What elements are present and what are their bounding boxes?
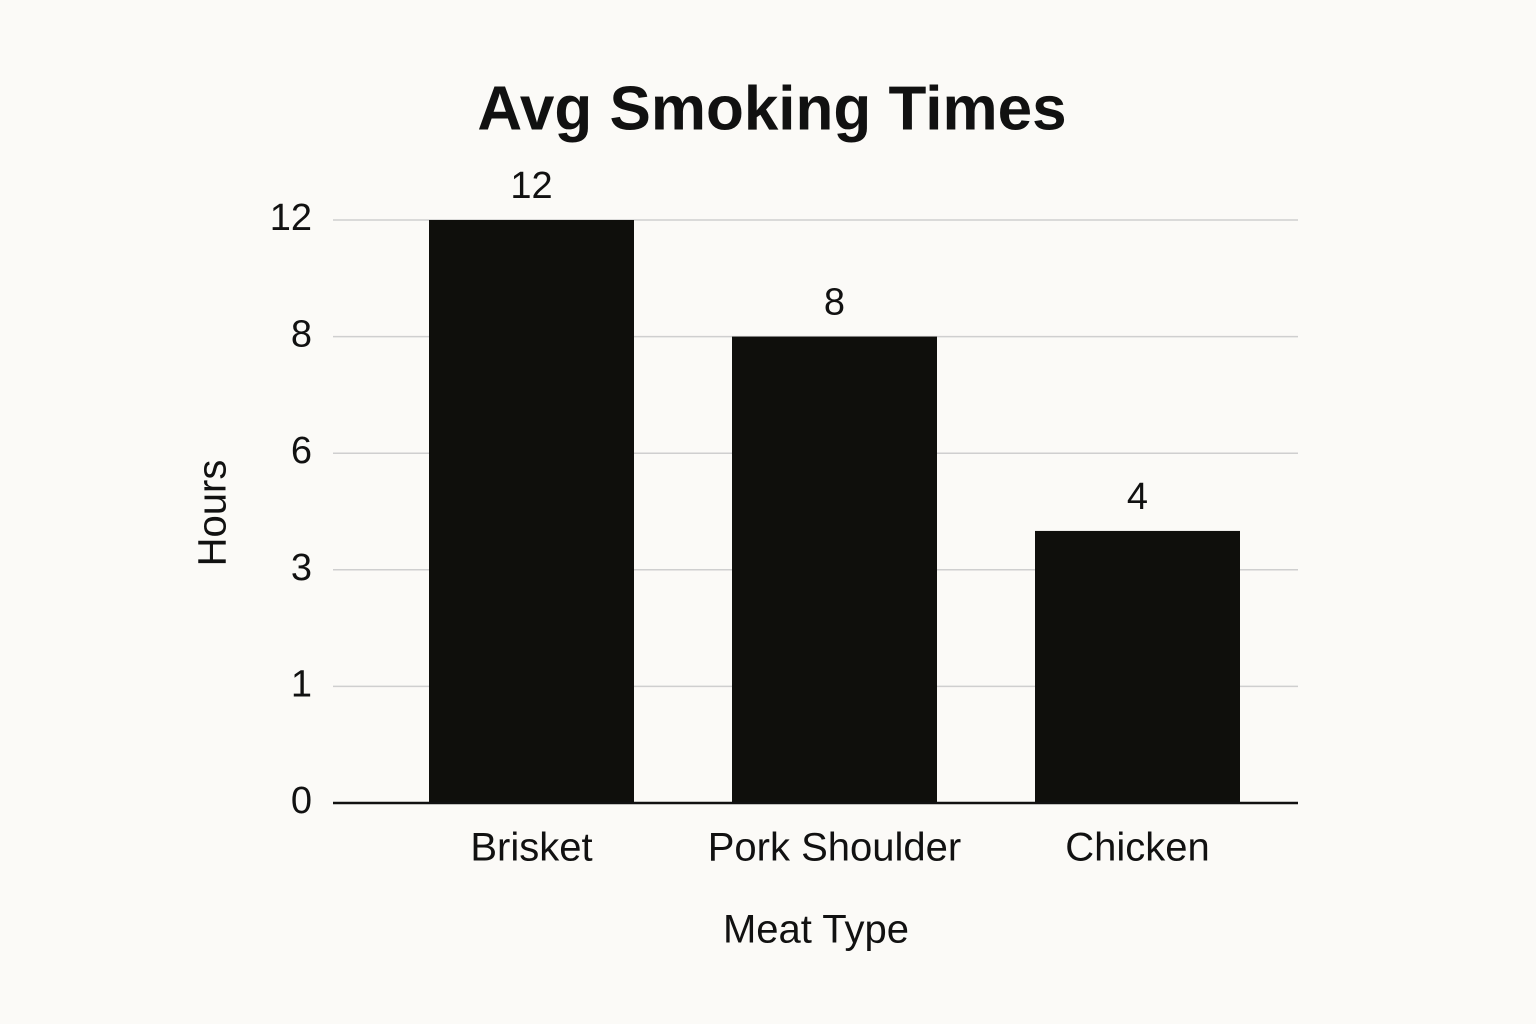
y-tick-label: 3 — [291, 547, 312, 589]
value-label: 4 — [1127, 476, 1148, 518]
x-tick-label: Pork Shoulder — [708, 826, 961, 870]
y-axis-label: Hours — [191, 460, 235, 567]
x-tick-label: Chicken — [1065, 826, 1210, 870]
bar — [429, 220, 634, 803]
bar — [1035, 530, 1240, 803]
y-tick-label: 0 — [291, 780, 312, 822]
chart-title: Avg Smoking Times — [477, 74, 1066, 143]
bar — [732, 336, 937, 803]
value-label: 12 — [510, 165, 552, 207]
y-tick-label: 8 — [291, 314, 312, 356]
y-tick-label: 6 — [291, 430, 312, 472]
x-axis-label: Meat Type — [723, 908, 909, 952]
value-label: 8 — [824, 282, 845, 324]
y-tick-label: 1 — [291, 663, 312, 705]
x-tick-label: Brisket — [470, 826, 592, 870]
y-tick-label: 12 — [270, 197, 312, 239]
